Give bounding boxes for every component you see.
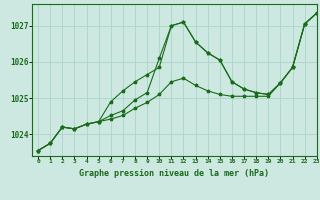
X-axis label: Graphe pression niveau de la mer (hPa): Graphe pression niveau de la mer (hPa) (79, 169, 269, 178)
